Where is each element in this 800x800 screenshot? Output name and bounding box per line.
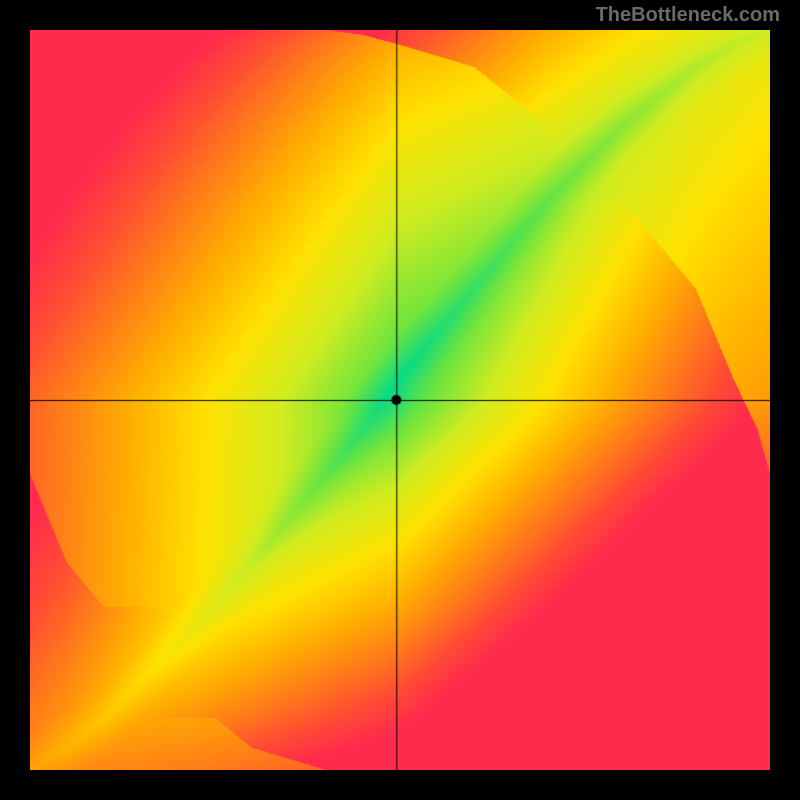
watermark-text: TheBottleneck.com — [596, 4, 780, 27]
heatmap-canvas — [30, 30, 770, 770]
heatmap-plot — [30, 30, 770, 770]
chart-container: TheBottleneck.com — [0, 0, 800, 800]
